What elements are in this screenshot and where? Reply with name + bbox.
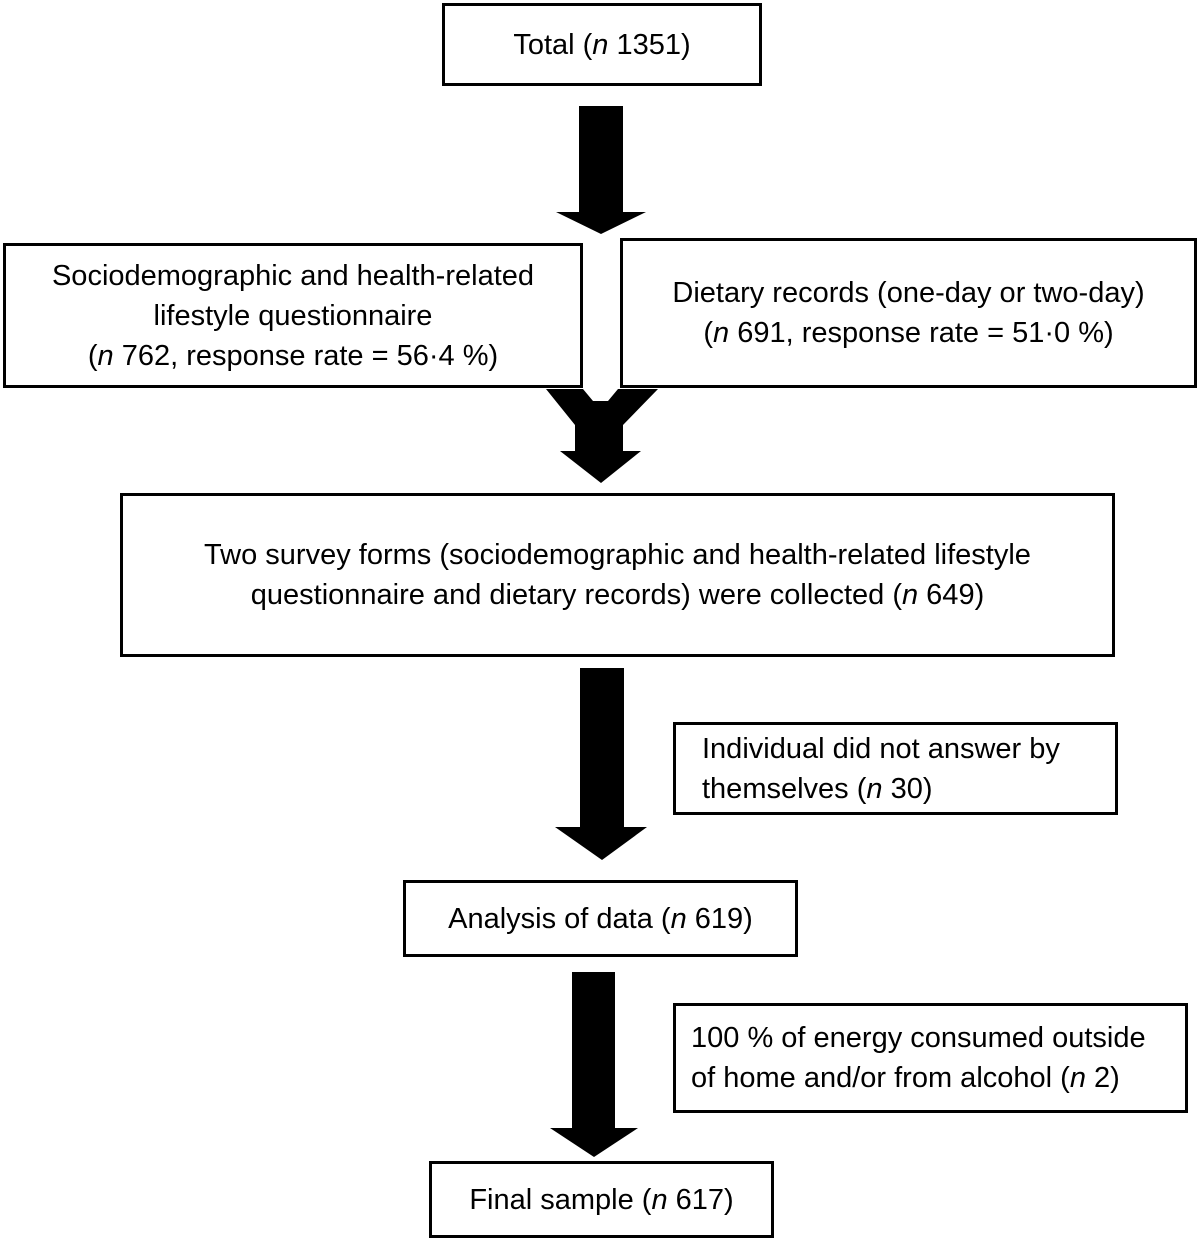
box-collected: Two survey forms (sociodemographic and h… [120,493,1115,657]
box-not-self-answered: Individual did not answer by themselves (… [673,722,1118,815]
box-energy-exclusion-text: 100 % of energy consumed outside of home … [691,1022,1146,1094]
box-final-sample-text: Final sample (n 617) [469,1183,734,1216]
box-questionnaire: Sociodemographic and health-related lifes… [3,243,583,388]
box-analysis: Analysis of data (n 619) [403,880,798,957]
box-dietary-records-text: Dietary records (one-day or two-day) (n 6… [672,277,1145,349]
arrow-down-total-icon [556,106,646,234]
box-final-sample: Final sample (n 617) [429,1161,774,1238]
box-energy-exclusion: 100 % of energy consumed outside of home … [673,1003,1188,1113]
box-collected-text: Two survey forms (sociodemographic and h… [204,539,1031,611]
arrow-down-collected-icon [555,668,647,860]
box-questionnaire-text: Sociodemographic and health-related lifes… [51,259,535,372]
box-not-self-answered-text: Individual did not answer by themselves (… [702,732,1060,805]
box-total-text: Total (n 1351) [513,28,691,61]
box-analysis-text: Analysis of data (n 619) [448,902,753,935]
box-total: Total (n 1351) [442,3,762,86]
arrow-merge-icon [546,389,658,483]
box-dietary-records: Dietary records (one-day or two-day) (n 6… [620,238,1197,388]
arrow-down-analysis-icon [550,972,638,1157]
